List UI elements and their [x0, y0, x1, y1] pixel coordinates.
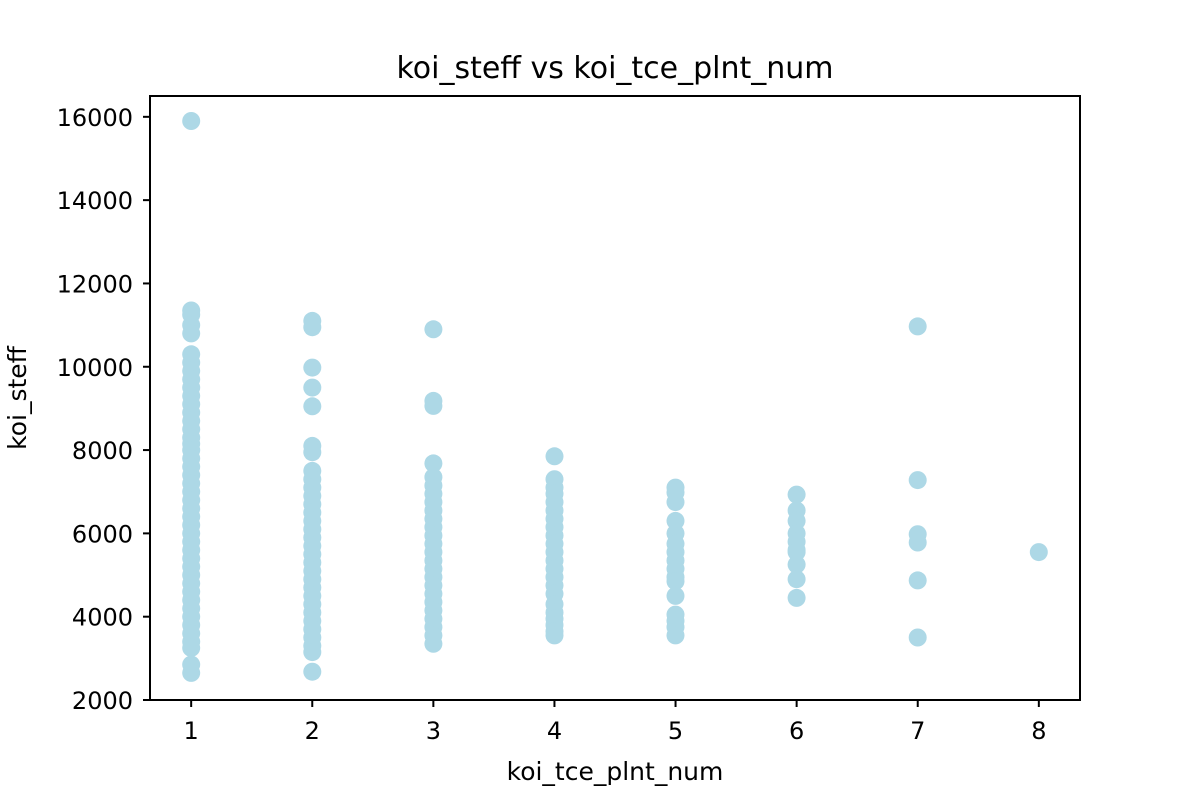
- data-point: [424, 454, 443, 473]
- data-point: [303, 643, 322, 662]
- data-point: [424, 396, 443, 415]
- data-point: [545, 626, 564, 645]
- x-tick-label: 2: [305, 717, 320, 745]
- data-point: [303, 378, 322, 397]
- data-point: [303, 358, 322, 377]
- data-point: [908, 628, 927, 647]
- data-point: [666, 586, 685, 605]
- data-point: [666, 493, 685, 512]
- y-tick-label: 2000: [72, 687, 133, 715]
- y-tick-label: 10000: [57, 354, 133, 382]
- x-tick-label: 6: [789, 717, 804, 745]
- data-point: [303, 662, 322, 681]
- chart-title: koi_steff vs koi_tce_plnt_num: [396, 51, 833, 86]
- y-tick-label: 6000: [72, 520, 133, 548]
- data-point: [787, 543, 806, 562]
- data-point: [545, 447, 564, 466]
- y-tick-label: 14000: [57, 187, 133, 215]
- data-point: [303, 397, 322, 416]
- plot-area-frame: [149, 95, 1081, 701]
- y-axis: 2000 4000 6000 8000 10000 12000 14000 16000: [57, 104, 150, 715]
- x-tick-label: 4: [547, 717, 562, 745]
- y-tick-label: 12000: [57, 270, 133, 298]
- data-point: [303, 443, 322, 462]
- data-point: [1029, 543, 1048, 562]
- data-point: [666, 626, 685, 645]
- x-tick-label: 8: [1031, 717, 1046, 745]
- y-tick-label: 8000: [72, 437, 133, 465]
- data-point: [424, 320, 443, 339]
- data-point: [182, 112, 201, 130]
- data-point: [908, 317, 927, 336]
- data-point: [303, 318, 322, 337]
- y-tick-label: 16000: [57, 104, 133, 132]
- x-tick-label: 7: [910, 717, 925, 745]
- data-point: [182, 663, 201, 682]
- x-tick-label: 5: [668, 717, 683, 745]
- data-point: [182, 324, 201, 343]
- data-point: [666, 572, 685, 591]
- x-tick-label: 1: [184, 717, 199, 745]
- data-point: [908, 471, 927, 490]
- data-point: [787, 485, 806, 504]
- points-layer: [182, 112, 1048, 682]
- data-point: [908, 533, 927, 552]
- data-point: [908, 571, 927, 590]
- data-point: [666, 511, 685, 530]
- data-point: [424, 634, 443, 653]
- y-tick-label: 4000: [72, 604, 133, 632]
- x-axis: 1 2 3 4 5 6 7 8: [184, 700, 1046, 745]
- data-point: [787, 511, 806, 530]
- x-tick-label: 3: [426, 717, 441, 745]
- data-point: [787, 570, 806, 589]
- x-axis-label: koi_tce_plnt_num: [507, 757, 724, 786]
- data-point: [182, 638, 201, 657]
- data-point: [787, 555, 806, 574]
- data-point: [787, 588, 806, 607]
- y-axis-label: koi_steff: [3, 345, 32, 450]
